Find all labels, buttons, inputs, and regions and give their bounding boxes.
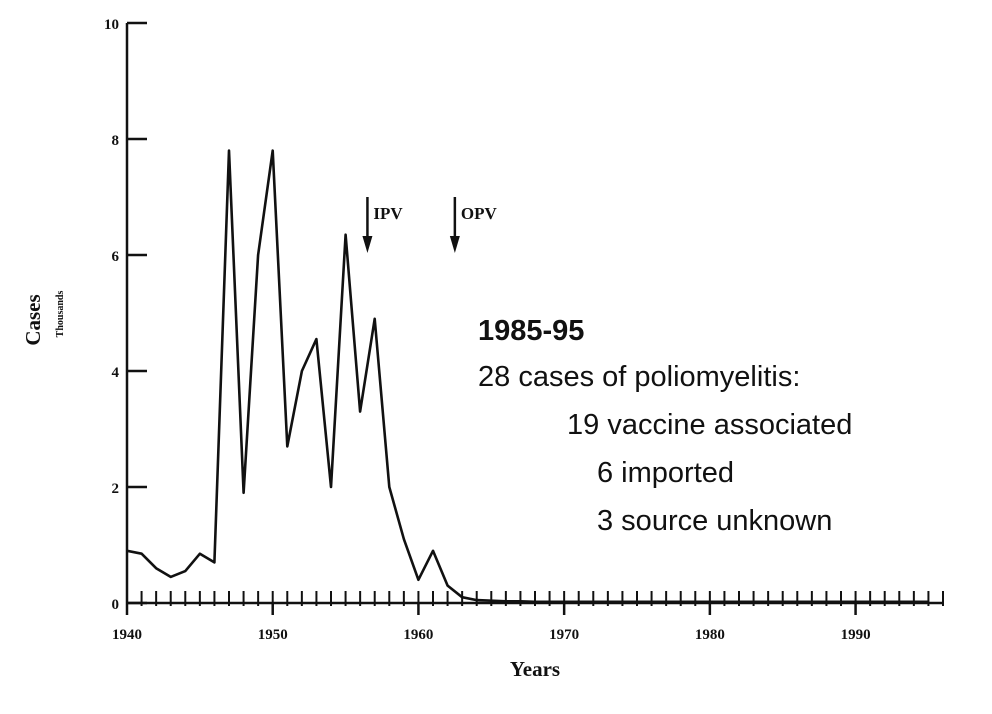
data-point [388,486,390,488]
data-point [927,601,930,603]
series-line-0 [126,149,929,604]
y-tick-label: 4 [112,365,120,381]
data-point [636,601,638,603]
x-tick-label: 1990 [841,627,871,643]
data-point [854,601,857,603]
data-point [330,486,332,488]
y-tick-label: 8 [112,133,120,149]
note-line-3: 6 imported [597,457,734,489]
note-line-4: 3 source unknown [597,505,832,537]
data-point [272,150,274,152]
data-point [374,318,376,320]
data-point [403,538,405,540]
marker-label: IPV [373,204,403,223]
data-point [126,550,128,552]
vaccine-markers: IPV OPV [362,197,497,253]
y-axis-title: Cases [21,294,45,345]
arrow-down-icon [362,236,373,253]
note-line-2: 19 vaccine associated [567,409,852,441]
arrow-down-icon [449,236,460,253]
y-tick-label: 6 [112,249,120,265]
data-point [301,370,303,372]
marker-ipv: IPV [362,197,403,253]
data-point [505,600,507,602]
marker-opv: OPV [449,197,498,253]
marker-label: OPV [461,204,498,223]
data-point [257,254,259,256]
x-tick-label: 1980 [695,627,725,643]
data-point [534,601,536,603]
data-point [476,599,478,601]
y-axis: 0 2 4 6 8 10 [104,17,147,613]
data-point [228,150,230,152]
data-point [242,492,245,494]
note-line-1: 28 cases of poliomyelitis: [478,361,800,393]
y-tick-label: 0 [112,597,120,613]
data-point [184,570,186,572]
x-tick-label: 1950 [258,627,288,643]
series-layer [126,149,930,604]
data-point [461,596,463,598]
data-point [140,553,143,555]
x-tick-label: 1960 [403,627,433,643]
data-point [359,411,361,413]
summary-note: 1985-95 28 cases of poliomyelitis: 19 va… [478,315,852,537]
data-point [286,445,288,447]
data-point [709,601,711,603]
data-point [519,600,522,602]
data-point [170,576,172,578]
data-point [199,553,201,555]
data-point [213,561,216,564]
data-point [344,234,347,236]
x-axis: 1940 1950 1960 1970 1980 1990 [112,591,944,643]
y-axis-unit: Thousands [55,291,66,338]
data-point [155,567,157,569]
data-point [446,585,449,587]
data-point [563,601,565,603]
data-point [417,579,420,581]
x-tick-label: 1940 [112,627,142,643]
data-point [782,601,784,603]
note-title: 1985-95 [478,315,584,347]
y-tick-label: 2 [112,481,120,497]
data-point [432,550,434,552]
data-point [548,601,551,603]
y-tick-label: 10 [104,17,119,33]
data-point [490,600,492,602]
x-tick-label: 1970 [549,627,579,643]
x-axis-title: Years [510,657,560,681]
data-point [315,338,318,340]
